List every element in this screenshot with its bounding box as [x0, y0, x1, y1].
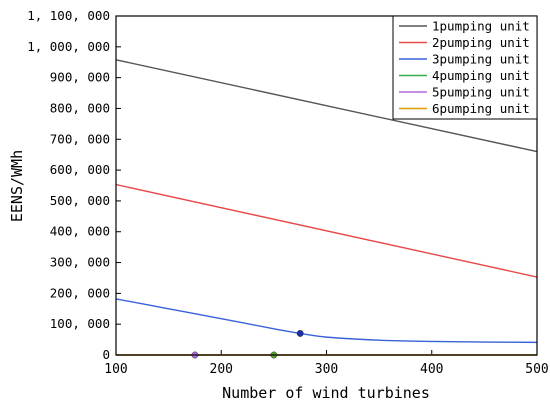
y-tick-label: 500, 000 [50, 193, 110, 208]
x-tick-label: 400 [420, 362, 443, 377]
data-markers [191, 329, 304, 359]
series-line-3 [115, 298, 538, 344]
y-tick-label: 600, 000 [50, 162, 110, 177]
legend-label-6: 6pumping unit [432, 101, 530, 116]
plot-area-frame [115, 15, 538, 356]
y-tick-label: 200, 000 [50, 285, 110, 300]
legend-label-5: 5pumping unit [432, 85, 530, 100]
x-tick-label: 100 [104, 362, 127, 377]
y-tick-label: 400, 000 [50, 224, 110, 239]
x-tick-label: 300 [315, 362, 338, 377]
legend-box [392, 15, 538, 120]
x-tick-label: 200 [210, 362, 233, 377]
y-tick-label: 100, 000 [50, 316, 110, 331]
legend-label-1: 1pumping unit [432, 19, 530, 34]
y-tick-label: 1, 000, 000 [27, 39, 110, 54]
y-tick-label: 900, 000 [50, 70, 110, 85]
y-tick-label: 700, 000 [50, 131, 110, 146]
y-tick-label: 800, 000 [50, 100, 110, 115]
y-tick-label: 300, 000 [50, 255, 110, 270]
legend-label-4: 4pumping unit [432, 68, 530, 83]
series-line-1 [115, 59, 538, 153]
legend-label-2: 2pumping unit [432, 35, 530, 50]
series-line-2 [115, 183, 538, 278]
y-tick-label: 0 [102, 347, 110, 362]
axis-ticks: 100 200 300 400 500 0 100, 000 200, 000 300, 000… [27, 8, 549, 377]
y-axis-label: EENS/WMh [8, 150, 26, 222]
data-marker-1 [296, 329, 304, 337]
x-tick-label: 500 [525, 362, 548, 377]
x-axis-label: Number of wind turbines [222, 384, 430, 402]
legend-label-3: 3pumping unit [432, 52, 530, 67]
y-tick-label: 1, 100, 000 [27, 8, 110, 23]
